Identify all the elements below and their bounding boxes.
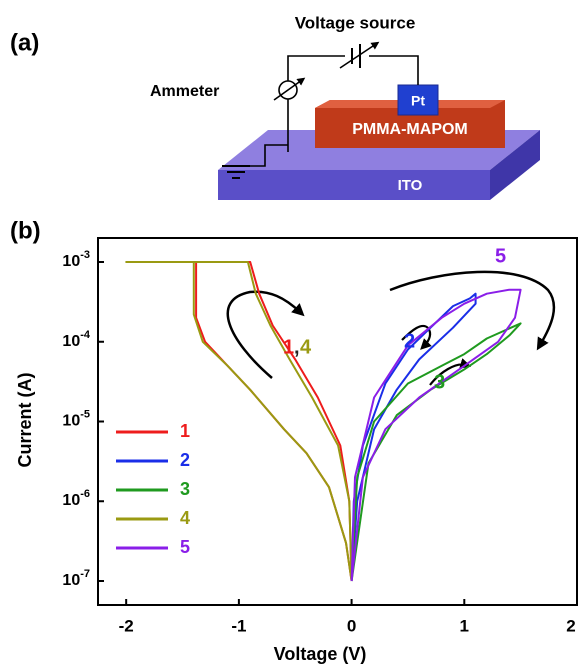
series-line <box>196 262 352 581</box>
y-tick-label: 10-6 <box>62 488 90 509</box>
plot-frame <box>98 238 577 605</box>
annotation: , <box>294 336 300 358</box>
y-tick-label: 10-3 <box>62 249 90 270</box>
y-axis-title: Current (A) <box>15 373 35 468</box>
legend-label: 3 <box>180 479 190 499</box>
x-axis-title: Voltage (V) <box>274 644 367 664</box>
panel-label: (a) <box>10 29 39 56</box>
x-tick-label: 0 <box>347 616 356 635</box>
chart: (b) Voltage (V) Current (A) -2 -1 0 1 2 10-7 1… <box>10 217 577 663</box>
film-label: PMMA-MAPOM <box>352 121 468 138</box>
ammeter-label: Ammeter <box>150 83 219 100</box>
legend-label: 2 <box>180 450 190 470</box>
annotation: 5 <box>495 245 506 267</box>
y-tick-label: 10-5 <box>62 408 90 429</box>
legend-label: 5 <box>180 537 190 557</box>
series-line <box>126 262 351 581</box>
annotation: 1 <box>283 336 294 358</box>
x-tick-label: -1 <box>231 616 246 635</box>
series-line <box>352 290 521 581</box>
voltage-source-label: Voltage source <box>295 13 416 32</box>
legend-label: 1 <box>180 421 190 441</box>
x-tick-label: 2 <box>566 616 575 635</box>
y-tick-label: 10-7 <box>62 568 90 589</box>
y-tick-label: 10-4 <box>62 329 90 350</box>
substrate-label: ITO <box>398 177 423 194</box>
substrate-front <box>218 170 490 200</box>
legend-label: 4 <box>180 508 190 528</box>
annotation: 3 <box>434 371 445 393</box>
panel-label: (b) <box>10 217 41 244</box>
figure: (a) Voltage source Ammeter Pt PMMA-MAPOM… <box>0 0 582 671</box>
annotation: 2 <box>404 330 415 352</box>
schematic: (a) Voltage source Ammeter Pt PMMA-MAPOM… <box>10 13 540 200</box>
annotation: 4 <box>300 336 312 358</box>
series-line <box>352 323 521 581</box>
electrode-label: Pt <box>411 93 425 109</box>
x-tick-label: 1 <box>460 616 469 635</box>
x-tick-label: -2 <box>119 616 134 635</box>
